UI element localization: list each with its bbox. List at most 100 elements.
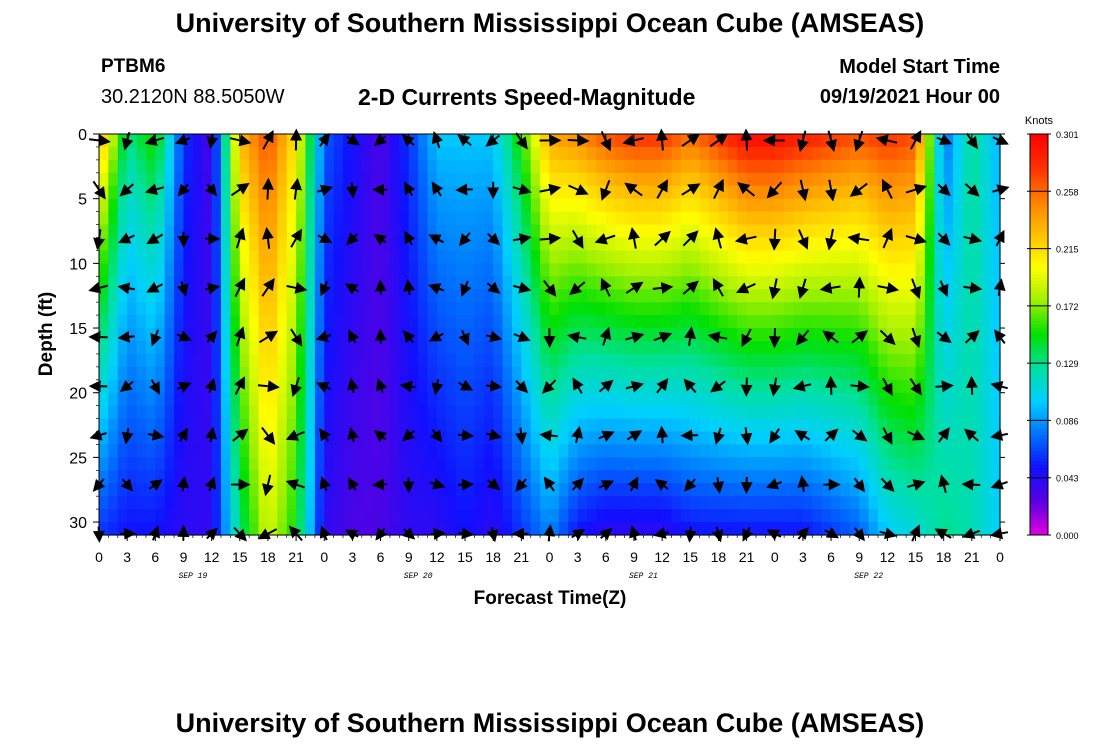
- current-vector: [653, 331, 673, 344]
- heatmap-cell: [727, 276, 738, 290]
- heatmap-cell: [802, 496, 813, 510]
- colorbar-swatch: [1030, 454, 1048, 459]
- heatmap-cell: [558, 172, 569, 187]
- heatmap-cell: [211, 392, 222, 407]
- heatmap-cell: [971, 198, 982, 213]
- heatmap-cell: [127, 198, 138, 213]
- heatmap-cell: [155, 444, 166, 458]
- heatmap-cell: [633, 211, 644, 226]
- heatmap-cell: [305, 302, 316, 316]
- heatmap-cell: [249, 405, 260, 420]
- heatmap-cell: [680, 146, 691, 161]
- heatmap-cell: [314, 250, 325, 264]
- heatmap-cell: [990, 250, 1001, 264]
- heatmap-cell: [812, 224, 823, 239]
- heatmap-cell: [784, 418, 795, 433]
- heatmap-cell: [755, 470, 766, 484]
- heatmap-cell: [755, 392, 766, 407]
- heatmap-cell: [333, 431, 344, 446]
- heatmap-cell: [568, 522, 579, 536]
- heatmap-cell: [145, 496, 156, 510]
- heatmap-cell: [906, 237, 917, 252]
- heatmap-cell: [136, 328, 147, 342]
- heatmap-cell: [540, 224, 551, 239]
- heatmap-cell: [765, 366, 776, 381]
- heatmap-cell: [305, 340, 316, 355]
- current-vector: [457, 478, 475, 491]
- heatmap-cell: [352, 405, 363, 420]
- heatmap-cell: [389, 289, 400, 303]
- heatmap-cell: [643, 392, 654, 407]
- x-tick-label: 6: [602, 549, 610, 565]
- heatmap-cell: [108, 198, 119, 213]
- heatmap-cell: [821, 263, 832, 277]
- heatmap-cell: [174, 250, 185, 264]
- heatmap-cell: [868, 328, 879, 342]
- heatmap-cell: [296, 366, 307, 381]
- heatmap-cell: [896, 289, 907, 303]
- heatmap-cell: [605, 146, 616, 161]
- heatmap-cell: [258, 146, 269, 161]
- heatmap-cell: [746, 198, 757, 213]
- heatmap-cell: [540, 263, 551, 277]
- heatmap-cell: [746, 392, 757, 407]
- heatmap-cell: [596, 353, 607, 368]
- heatmap-cell: [408, 289, 419, 303]
- heatmap-cell: [896, 263, 907, 277]
- colorbar-swatch: [1030, 501, 1048, 506]
- heatmap-cell: [840, 289, 851, 303]
- heatmap-cell: [624, 237, 635, 252]
- current-vector: [543, 524, 556, 542]
- heatmap-cell: [389, 444, 400, 458]
- heatmap-cell: [474, 366, 485, 381]
- heatmap-cell: [558, 159, 569, 174]
- heatmap-cell: [868, 302, 879, 316]
- heatmap-cell: [389, 276, 400, 290]
- heatmap-cell: [314, 276, 325, 290]
- heatmap-cell: [915, 470, 926, 484]
- current-vector: [403, 330, 416, 344]
- current-vector: [372, 478, 388, 491]
- heatmap-cell: [868, 134, 879, 148]
- heatmap-cell: [221, 509, 231, 523]
- current-vector: [909, 524, 921, 542]
- heatmap-cell: [474, 470, 485, 484]
- heatmap-cell: [324, 198, 335, 213]
- heatmap-cell: [136, 276, 147, 290]
- footer-title: University of Southern Mississippi Ocean…: [175, 708, 925, 738]
- heatmap-cell: [990, 483, 1001, 497]
- heatmap-cell: [587, 289, 598, 303]
- current-vector: [963, 428, 979, 442]
- heatmap-cell: [493, 211, 504, 226]
- heatmap-cell: [380, 302, 391, 316]
- heatmap-cell: [615, 431, 626, 446]
- heatmap-cell: [784, 185, 795, 200]
- current-vector: [766, 181, 783, 199]
- heatmap-cell: [521, 431, 532, 446]
- heatmap-cell: [934, 289, 945, 303]
- heatmap-cell: [831, 263, 842, 277]
- heatmap-cell: [784, 302, 795, 316]
- heatmap-cell: [934, 496, 945, 510]
- heatmap-cell: [971, 340, 982, 355]
- heatmap-cell: [183, 431, 194, 446]
- heatmap-cell: [924, 198, 935, 213]
- heatmap-cell: [934, 159, 945, 174]
- heatmap-cell: [371, 340, 382, 355]
- model-start-value: 09/19/2021 Hour 00: [819, 86, 1000, 108]
- heatmap-cell: [455, 431, 466, 446]
- heatmap-cell: [427, 444, 438, 458]
- heatmap-cell: [652, 224, 663, 239]
- current-vector: [734, 232, 757, 245]
- heatmap-cell: [446, 185, 457, 200]
- heatmap-cell: [192, 289, 203, 303]
- heatmap-cell: [990, 509, 1001, 523]
- heatmap-cell: [746, 237, 757, 252]
- heatmap-cell: [718, 457, 729, 471]
- heatmap-cell: [361, 185, 372, 200]
- heatmap-cell: [230, 198, 241, 213]
- heatmap-cell: [483, 470, 494, 484]
- current-vector: [204, 282, 221, 295]
- heatmap-cell: [690, 159, 701, 174]
- heatmap-cell: [784, 237, 795, 252]
